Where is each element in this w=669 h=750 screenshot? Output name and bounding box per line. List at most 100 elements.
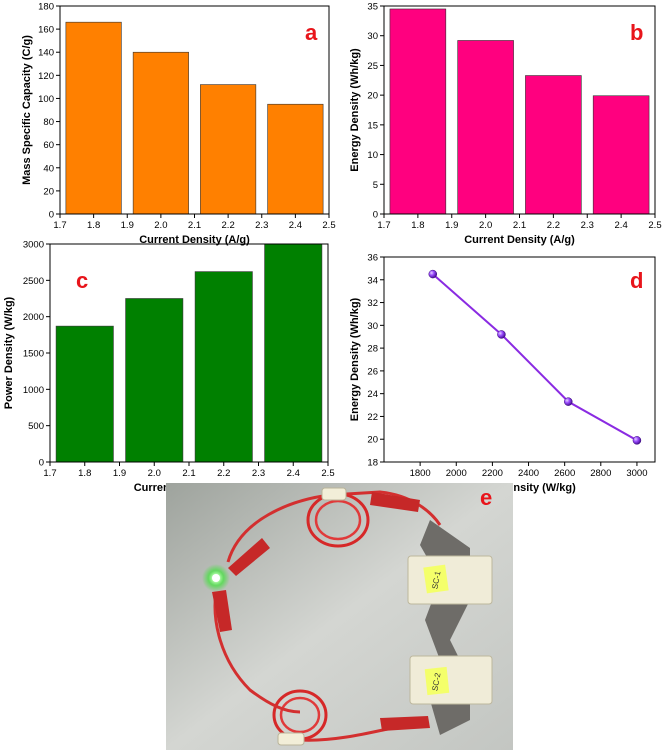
y-tick-label-d: 36 (367, 253, 378, 264)
y-axis-title-c: Power Density (W/kg) (3, 296, 15, 409)
y-tick-label-c: 500 (28, 421, 44, 432)
x-axis-title-b: Current Density (A/g) (464, 234, 575, 246)
y-tick-label-c: 2000 (23, 312, 44, 323)
y-tick-label-a: 60 (43, 140, 54, 151)
bar-c-1 (125, 298, 184, 463)
x-tick-label-b: 2.2 (547, 220, 560, 231)
x-tick-label-b: 2.1 (513, 220, 526, 231)
x-tick-label-b: 2.0 (479, 220, 492, 231)
x-tick-label-c: 1.7 (43, 468, 56, 479)
bar-a-1 (132, 51, 189, 215)
y-tick-label-b: 0 (373, 210, 378, 221)
panel-label-b: b (630, 20, 643, 45)
x-tick-label-d: 2000 (446, 468, 467, 479)
tag-top-text: SC-1 (430, 570, 442, 590)
y-tick-label-c: 1000 (23, 385, 44, 396)
y-tick-label-d: 18 (367, 458, 378, 469)
y-axis-title-a: Mass Specific Capacity (C/g) (21, 35, 33, 185)
tag-bottom-text: SC-2 (430, 672, 442, 692)
y-tick-label-a: 20 (43, 186, 54, 197)
chart-a: 1.7 1.8 1.9 2.0 2.1 2.2 2.3 2.4 2.5 0 20 40 60 80 100 1… (21, 2, 336, 247)
y-tick-label-a: 180 (38, 2, 54, 13)
point-d-3 (632, 436, 642, 445)
y-tick-label-d: 26 (367, 366, 378, 377)
bar-c-0 (55, 325, 114, 463)
y-tick-label-b: 30 (367, 31, 378, 42)
x-tick-label-a: 1.9 (121, 220, 134, 231)
y-tick-label-b: 20 (367, 91, 378, 102)
bar-c-3 (264, 243, 323, 463)
x-tick-label-d: 1800 (410, 468, 431, 479)
y-tick-label-a: 80 (43, 117, 54, 128)
x-tick-label-b: 1.8 (411, 220, 424, 231)
x-tick-label-a: 2.0 (154, 220, 167, 231)
y-tick-label-a: 0 (49, 210, 54, 221)
x-tick-label-a: 1.7 (53, 220, 66, 231)
y-tick-label-b: 5 (373, 180, 378, 191)
clip-top-right (370, 492, 420, 512)
x-tick-label-d: 2200 (482, 468, 503, 479)
point-d-0 (428, 269, 438, 279)
point-d-1 (497, 330, 506, 339)
photo-circuit: SC-1 SC-2 e (166, 483, 513, 750)
bar-a-3 (267, 103, 324, 215)
x-tick-label-a: 1.8 (87, 220, 100, 231)
y-axis-title-b: Energy Density (Wh/kg) (349, 48, 361, 172)
y-tick-label-d: 24 (367, 389, 378, 400)
x-tick-label-a: 2.4 (289, 220, 302, 231)
supercapacitor-bottom: SC-2 (409, 655, 493, 705)
y-tick-label-c: 3000 (23, 240, 44, 251)
bar-a-2 (200, 84, 257, 215)
x-tick-label-c: 2.3 (252, 468, 265, 479)
supercapacitor-top: SC-1 (407, 555, 493, 605)
x-tick-label-d: 3000 (626, 468, 647, 479)
clip-top-left (228, 538, 270, 576)
y-tick-label-d: 34 (367, 275, 378, 286)
bar-b-2 (525, 75, 582, 215)
x-tick-label-d: 2600 (554, 468, 575, 479)
plot-frame-d (383, 256, 656, 463)
y-axis-title-d: Energy Density (Wh/kg) (349, 297, 361, 421)
y-tick-label-a: 100 (38, 94, 54, 105)
x-tick-label-c: 1.8 (78, 468, 91, 479)
led (212, 574, 220, 582)
x-tick-label-b: 2.4 (615, 220, 628, 231)
clip-bottom-right (380, 716, 430, 731)
x-tick-label-c: 2.5 (321, 468, 334, 479)
y-tick-label-c: 0 (39, 458, 44, 469)
x-tick-label-b: 2.5 (648, 220, 661, 231)
y-tick-label-b: 10 (367, 150, 378, 161)
y-tick-label-b: 15 (367, 120, 378, 131)
x-axis-title-a: Current Density (A/g) (139, 234, 250, 246)
y-tick-label-a: 160 (38, 25, 54, 36)
y-tick-label-b: 35 (367, 2, 378, 13)
panel-label-d: d (630, 268, 643, 293)
chart-d: 1800 2000 2200 2400 2600 2800 3000 18 20 22 24 26 28… (349, 253, 656, 494)
bar-b-0 (389, 8, 447, 215)
bar-b-1 (457, 40, 514, 215)
x-tick-label-b: 1.7 (377, 220, 390, 231)
x-tick-label-c: 2.4 (287, 468, 300, 479)
x-tick-label-c: 1.9 (113, 468, 126, 479)
y-tick-label-a: 120 (38, 71, 54, 82)
bar-a-0 (65, 21, 122, 215)
x-tick-label-d: 2800 (590, 468, 611, 479)
x-tick-label-b: 1.9 (445, 220, 458, 231)
x-tick-label-b: 2.3 (581, 220, 594, 231)
y-tick-label-d: 30 (367, 321, 378, 332)
x-tick-label-d: 2400 (518, 468, 539, 479)
y-tick-label-d: 20 (367, 435, 378, 446)
y-tick-label-d: 28 (367, 344, 378, 355)
x-tick-label-a: 2.2 (222, 220, 235, 231)
clip-left (212, 590, 232, 632)
line-d (432, 273, 638, 442)
y-tick-label-c: 2500 (23, 276, 44, 287)
y-tick-label-c: 1500 (23, 349, 44, 360)
y-tick-label-a: 140 (38, 48, 54, 59)
panel-label-e: e (480, 485, 492, 510)
bar-c-2 (194, 271, 253, 463)
x-tick-label-c: 2.1 (182, 468, 195, 479)
y-tick-label-b: 25 (367, 61, 378, 72)
point-d-2 (564, 397, 573, 406)
